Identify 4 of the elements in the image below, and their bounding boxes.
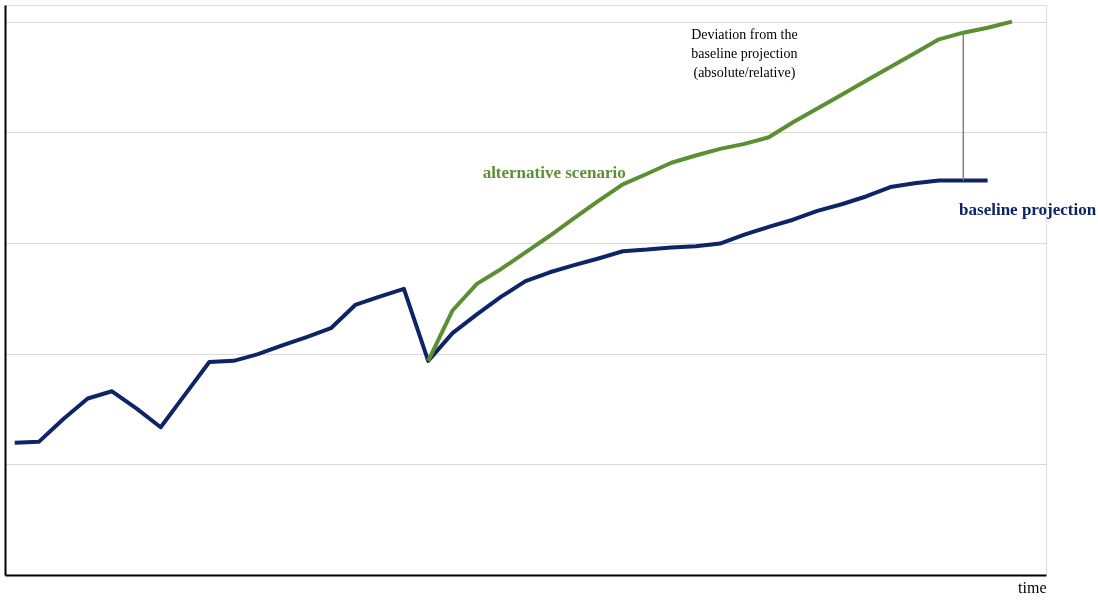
x-axis-title: time [1018,578,1047,596]
series-label: baseline projection [959,200,1097,220]
series-label: alternative scenario [482,163,626,183]
annotation: Deviation from the baseline projection (absolute/relative) [691,26,798,81]
